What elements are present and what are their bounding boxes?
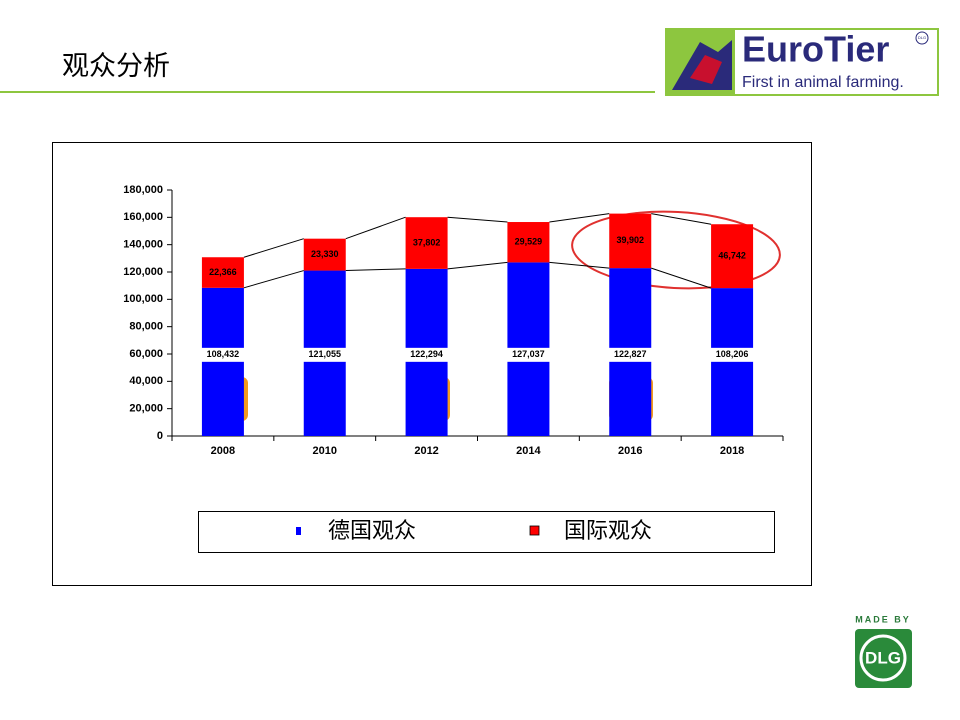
logo-tagline: First in animal farming. bbox=[742, 74, 904, 91]
bar-segment bbox=[711, 288, 754, 436]
legend-swatch bbox=[296, 527, 301, 535]
connector-line bbox=[345, 268, 406, 272]
value-label-box bbox=[608, 347, 653, 362]
bar-segment bbox=[609, 213, 652, 269]
logo-animal-red bbox=[690, 55, 722, 84]
x-tick-label: 2014 bbox=[516, 445, 541, 457]
dlg-ring bbox=[859, 634, 907, 682]
y-tick-label: 20,000 bbox=[129, 403, 163, 415]
y-tick-label: 100,000 bbox=[123, 293, 163, 305]
value-label: 108,206 bbox=[716, 349, 749, 359]
value-label: 127,037 bbox=[512, 349, 545, 359]
bar-segment bbox=[303, 238, 346, 271]
value-label-box bbox=[200, 347, 245, 362]
x-tick-label: 2008 bbox=[211, 445, 235, 457]
value-label-box bbox=[710, 347, 755, 362]
connector-line bbox=[345, 216, 406, 240]
logo-brand: EuroTier bbox=[742, 29, 889, 70]
value-label: 121,055 bbox=[308, 349, 341, 359]
bar-segment bbox=[711, 224, 754, 289]
value-label: 122,827 bbox=[614, 349, 647, 359]
y-tick-label: 80,000 bbox=[129, 321, 163, 333]
logo-badge-ring bbox=[915, 31, 929, 45]
logo-badge: DLG bbox=[918, 35, 926, 40]
legend-label: 德国观众 bbox=[328, 518, 416, 543]
connector-line bbox=[243, 238, 304, 258]
x-tick-label: 2018 bbox=[720, 445, 744, 457]
highlight-ellipse bbox=[571, 210, 781, 290]
value-label-box bbox=[506, 347, 551, 362]
value-label: 23,330 bbox=[311, 249, 339, 259]
y-tick-label: 60,000 bbox=[129, 348, 163, 360]
x-tick-label: 2016 bbox=[618, 445, 642, 457]
connector-line bbox=[243, 270, 304, 289]
y-tick-label: 120,000 bbox=[123, 266, 163, 278]
value-label: 108,432 bbox=[207, 349, 240, 359]
made-by: MADE BY bbox=[855, 614, 911, 624]
y-tick-label: 180,000 bbox=[123, 184, 163, 196]
slide-title: 观众分析 bbox=[62, 51, 170, 81]
value-label-box bbox=[302, 347, 347, 362]
legend-swatch bbox=[529, 525, 540, 536]
y-tick-label: 40,000 bbox=[129, 375, 163, 387]
value-label: 39,902 bbox=[616, 235, 644, 245]
dlg-text: DLG bbox=[865, 648, 901, 667]
y-tick-label: 0 bbox=[157, 430, 163, 442]
eurotier-logo: EuroTier First in animal farming. DLG bbox=[665, 28, 939, 96]
bar-segment bbox=[201, 257, 244, 288]
x-tick-label: 2012 bbox=[414, 445, 438, 457]
connector-line bbox=[549, 213, 610, 223]
legend-label: 国际观众 bbox=[564, 518, 652, 543]
dlg-logo: MADE BY DLG bbox=[855, 614, 912, 688]
value-label: 37,802 bbox=[413, 237, 441, 247]
value-label: 22,366 bbox=[209, 267, 237, 277]
connector-line bbox=[447, 261, 508, 270]
connector-line bbox=[447, 216, 508, 223]
y-tick-label: 140,000 bbox=[123, 239, 163, 251]
bar-segment bbox=[405, 217, 448, 269]
x-tick-label: 2010 bbox=[313, 445, 337, 457]
connector-line bbox=[651, 267, 712, 289]
bar-segment bbox=[201, 287, 244, 436]
value-label: 46,742 bbox=[718, 251, 746, 261]
y-tick-label: 160,000 bbox=[123, 211, 163, 223]
connector-line bbox=[651, 213, 712, 225]
connector-line bbox=[549, 261, 610, 269]
bar-segment bbox=[507, 222, 550, 263]
value-label: 29,529 bbox=[515, 237, 543, 247]
legend-frame bbox=[198, 511, 775, 553]
value-label-box bbox=[404, 347, 449, 362]
value-label: 122,294 bbox=[410, 349, 443, 359]
